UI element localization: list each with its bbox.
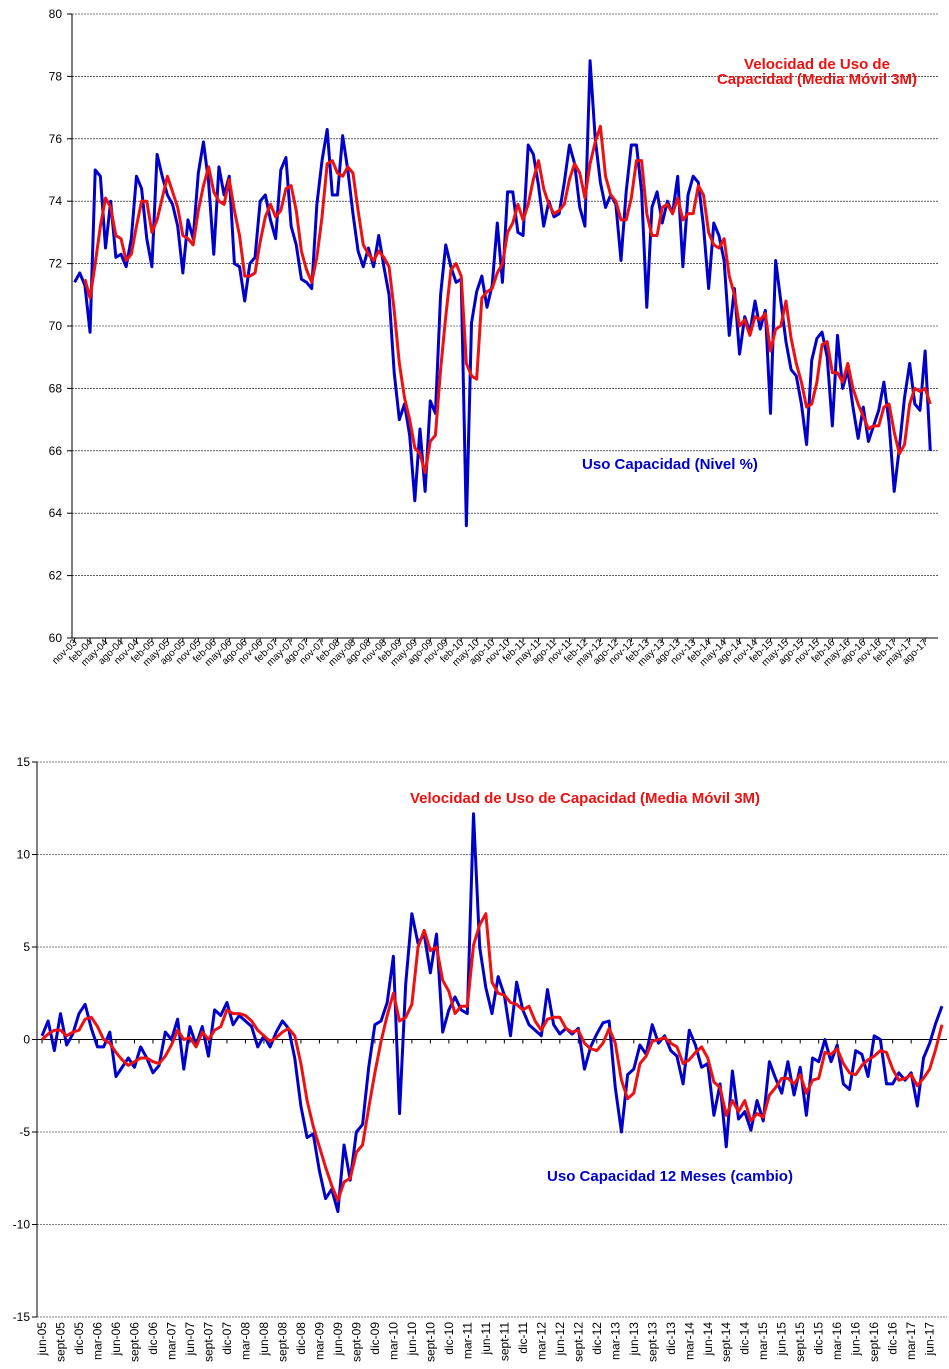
y-tick-label: 74 [49, 194, 63, 208]
y-tick-label: 64 [49, 506, 63, 520]
y-tick-label: 76 [49, 132, 63, 146]
x-tick-label: mar-14 [682, 1322, 696, 1360]
x-tick-label: mar-12 [534, 1322, 548, 1360]
x-tick-label: mar-11 [460, 1322, 474, 1359]
x-tick-label: sept-15 [793, 1322, 807, 1362]
x-tick-label: jun-11 [479, 1322, 493, 1356]
x-tick-label: dic-12 [590, 1322, 604, 1355]
x-tick-label: jun-14 [701, 1322, 715, 1357]
x-tick-label: sept-09 [349, 1322, 363, 1362]
x-tick-label: mar-10 [386, 1322, 400, 1360]
red-annotation: Velocidad de Uso de Capacidad (Media Móv… [409, 790, 761, 807]
x-tick-label: dic-08 [294, 1322, 308, 1355]
y-tick-label: 72 [49, 257, 63, 271]
x-tick-label: dic-06 [146, 1322, 160, 1355]
y-tick-label: -10 [13, 1218, 31, 1232]
x-tick-label: dic-09 [368, 1322, 382, 1355]
y-tick-label: -15 [13, 1310, 31, 1324]
x-tick-label: jun-17 [923, 1322, 937, 1357]
x-tick-label: dic-10 [442, 1322, 456, 1355]
x-tick-label: dic-07 [220, 1322, 234, 1355]
x-tick-label: jun-05 [35, 1322, 49, 1357]
x-tick-label: sept-12 [571, 1322, 585, 1362]
x-tick-label: mar-09 [312, 1322, 326, 1360]
x-tick-label: dic-13 [664, 1322, 678, 1355]
y-tick-label: 10 [17, 848, 31, 862]
x-tick-label: sept-14 [719, 1322, 733, 1362]
x-tick-label: jun-06 [109, 1322, 123, 1357]
y-tick-label: 60 [49, 631, 63, 645]
series-line [83, 124, 932, 475]
x-tick-label: jun-13 [627, 1322, 641, 1357]
x-tick-label: mar-13 [608, 1322, 622, 1360]
series-line [73, 59, 932, 528]
x-tick-label: sept-07 [201, 1322, 215, 1362]
x-tick-label: sept-11 [497, 1322, 511, 1361]
y-tick-label: 68 [49, 381, 63, 395]
x-tick-label: jun-16 [849, 1322, 863, 1357]
x-tick-label: mar-17 [904, 1322, 918, 1360]
x-tick-label: sept-05 [53, 1322, 67, 1362]
y-tick-label: 78 [49, 69, 63, 83]
series-line [40, 912, 944, 1202]
y-tick-label: 15 [17, 755, 31, 769]
x-tick-label: mar-15 [756, 1322, 770, 1360]
x-tick-label: dic-15 [812, 1322, 826, 1355]
x-tick-label: jun-15 [775, 1322, 789, 1357]
y-tick-label: 70 [49, 319, 63, 333]
x-tick-label: jun-09 [331, 1322, 345, 1357]
y-tick-label: 5 [23, 940, 30, 954]
y-tick-label: 0 [23, 1033, 30, 1047]
x-tick-label: jun-07 [183, 1322, 197, 1357]
y-tick-label: -5 [19, 1125, 30, 1139]
x-tick-label: sept-13 [645, 1322, 659, 1362]
x-tick-label: jun-12 [553, 1322, 567, 1357]
x-tick-label: mar-07 [164, 1322, 178, 1360]
x-tick-label: sept-10 [423, 1322, 437, 1362]
x-tick-label: sept-16 [867, 1322, 881, 1362]
y-tick-label: 80 [49, 7, 63, 21]
x-tick-label: dic-05 [72, 1322, 86, 1355]
x-tick-label: dic-14 [738, 1322, 752, 1355]
x-tick-label: mar-08 [238, 1322, 252, 1360]
blue-annotation: Uso Capacidad (Nivel %) [582, 456, 758, 473]
x-tick-label: jun-10 [405, 1322, 419, 1357]
y-tick-label: 62 [49, 569, 63, 583]
x-tick-label: mar-06 [90, 1322, 104, 1360]
series-line [40, 812, 944, 1214]
x-tick-label: jun-08 [257, 1322, 271, 1357]
y-tick-label: 66 [49, 444, 63, 458]
x-tick-label: sept-08 [275, 1322, 289, 1362]
red-annotation: Velocidad de Uso de Capacidad (Media Móv… [716, 56, 918, 88]
x-tick-label: mar-16 [830, 1322, 844, 1360]
x-tick-label: dic-11 [516, 1322, 530, 1354]
x-tick-label: dic-16 [886, 1322, 900, 1355]
x-tick-label: sept-06 [127, 1322, 141, 1362]
blue-annotation: Uso Capacidad 12 Meses (cambio) [547, 1168, 793, 1185]
